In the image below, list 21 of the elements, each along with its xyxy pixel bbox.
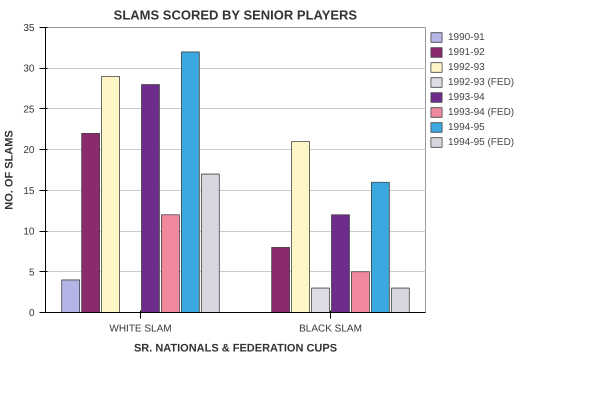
- legend-label: 1993-94 (FED): [448, 106, 514, 118]
- y-tick-label: 25: [23, 104, 35, 116]
- legend-label: 1993-94: [448, 91, 485, 103]
- legend-label: 1990-91: [448, 31, 485, 43]
- legend-label: 1992-93 (FED): [448, 76, 514, 88]
- legend-label: 1992-93: [448, 61, 485, 73]
- y-tick-label: 15: [23, 186, 35, 197]
- x-tick-label: BLACK SLAM: [299, 324, 362, 334]
- y-tick-label: 10: [23, 226, 35, 238]
- x-tick-label: WHITE SLAM: [109, 324, 172, 334]
- y-axis-title: NO. OF SLAMS: [3, 130, 16, 210]
- chart-title: SLAMS SCORED BY SENIOR PLAYERS: [114, 8, 358, 22]
- y-tick-label: 5: [28, 267, 35, 278]
- y-tick-label: 0: [28, 308, 35, 319]
- y-tick-label: 35: [23, 23, 35, 34]
- legend-label: 1991-92: [448, 46, 485, 58]
- y-tick-label: 20: [23, 145, 35, 156]
- legend-label: 1994-95 (FED): [448, 136, 514, 148]
- x-axis-title: SR. NATIONALS & FEDERATION CUPS: [134, 342, 338, 354]
- y-tick-label: 30: [23, 64, 35, 75]
- legend-label: 1994-95: [448, 121, 485, 133]
